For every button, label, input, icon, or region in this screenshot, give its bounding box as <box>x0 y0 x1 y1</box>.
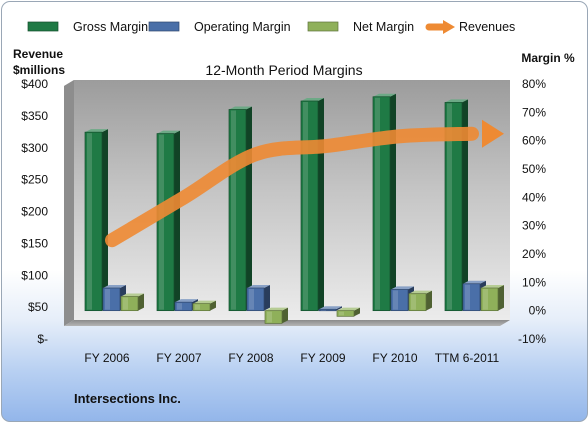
y-right-tick-label: -10% <box>518 332 546 346</box>
bar-gross-margin-fy-2010 <box>372 93 396 312</box>
y-left-title-line1: Revenue <box>13 47 63 61</box>
y-right-tick-label: 40% <box>522 190 546 204</box>
plot-floor <box>64 320 510 326</box>
y-left-tick-label: $300 <box>21 141 48 155</box>
company-name: Intersections Inc. <box>74 391 181 406</box>
y-left-tick-label: $200 <box>21 205 48 219</box>
y-right-tick-label: 10% <box>522 275 546 289</box>
y-right-tick-label: 30% <box>522 219 546 233</box>
svg-text:Revenues: Revenues <box>459 20 515 34</box>
y-right-tick-label: 70% <box>522 105 546 119</box>
bar-gross-margin-fy-2009 <box>300 98 324 312</box>
bar-net-margin-ttm-6-2011 <box>480 285 504 312</box>
svg-text:Gross Margin: Gross Margin <box>73 20 148 34</box>
y-right-title: Margin % <box>521 51 575 65</box>
bar-gross-margin-fy-2006 <box>84 129 108 312</box>
legend-item-operating-margin: Operating Margin <box>148 20 291 34</box>
bar-net-margin-fy-2010 <box>408 290 432 312</box>
chart-title: 12-Month Period Margins <box>205 62 362 78</box>
plot-back-wall <box>74 80 510 320</box>
bar-gross-margin-fy-2007 <box>156 130 180 312</box>
y-right-tick-label: 80% <box>522 77 546 91</box>
bar-gross-margin-ttm-6-2011 <box>444 99 468 312</box>
legend-item-revenues: Revenues <box>425 20 515 34</box>
y-right-tick-label: 60% <box>522 134 546 148</box>
y-right-tick-label: 50% <box>522 162 546 176</box>
y-left-tick-label: $50 <box>28 300 48 314</box>
plot-side-wall <box>64 80 74 326</box>
svg-text:Operating Margin: Operating Margin <box>194 20 291 34</box>
line-revenues-arrowhead <box>482 119 504 148</box>
bar-operating-margin-fy-2008 <box>246 285 270 312</box>
x-tick-label: FY 2009 <box>300 351 345 365</box>
line-revenues <box>105 126 479 248</box>
x-tick-label: FY 2008 <box>228 351 273 365</box>
y-left-tick-label: $250 <box>21 173 48 187</box>
y-right-tick-label: 20% <box>522 247 546 261</box>
bar-net-margin-fy-2007 <box>192 300 216 312</box>
bar-net-margin-fy-2006 <box>120 293 144 312</box>
svg-text:Net Margin: Net Margin <box>353 20 414 34</box>
y-left-tick-label: $150 <box>21 236 48 250</box>
y-left-title-line2: $millions <box>13 63 65 77</box>
legend-item-gross-margin: Gross Margin <box>27 20 148 34</box>
y-left-tick-label: $100 <box>21 268 48 282</box>
bar-net-margin-fy-2009 <box>336 307 360 317</box>
x-tick-label: FY 2007 <box>156 351 201 365</box>
x-tick-label: FY 2010 <box>372 351 417 365</box>
x-tick-label: TTM 6-2011 <box>435 351 500 365</box>
y-left-tick-label: $350 <box>21 109 48 123</box>
y-right-tick-label: 0% <box>529 304 547 318</box>
x-tick-label: FY 2006 <box>84 351 129 365</box>
y-left-tick-label: $- <box>37 332 48 346</box>
legend-item-net-margin: Net Margin <box>307 20 414 34</box>
bar-gross-margin-fy-2008 <box>228 106 252 312</box>
y-left-tick-label: $400 <box>21 77 48 91</box>
bar-operating-margin-fy-2009 <box>318 306 342 312</box>
bar-net-margin-fy-2008 <box>264 307 288 324</box>
